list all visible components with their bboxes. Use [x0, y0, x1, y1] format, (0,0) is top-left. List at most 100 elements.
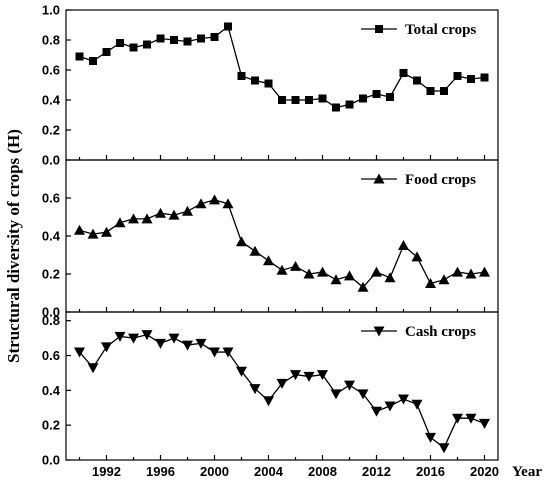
- y-tick-label: 0.4: [42, 93, 61, 108]
- y-tick-label: 0.0: [42, 453, 60, 468]
- data-point: [116, 39, 124, 47]
- data-point: [317, 266, 328, 277]
- data-point: [141, 213, 153, 224]
- data-point: [398, 394, 409, 405]
- data-point: [305, 96, 313, 104]
- data-point: [425, 278, 436, 288]
- data-point: [168, 209, 180, 220]
- y-tick-label: 0.2: [42, 267, 60, 282]
- x-tick-label: 1992: [92, 464, 121, 479]
- data-point: [114, 331, 126, 342]
- series-line: [79, 333, 485, 449]
- panel-cash-crops: 0.0 0.2 0.4 0.6 0.8 Cash crops: [42, 311, 499, 468]
- data-point: [237, 72, 246, 80]
- data-point: [209, 347, 220, 358]
- data-point: [222, 347, 234, 358]
- data-point: [357, 281, 369, 292]
- x-axis-label: Year: [512, 464, 542, 480]
- y-axis-label: Structural diversity of crops (H): [4, 129, 23, 363]
- data-point: [332, 103, 340, 112]
- x-tick-label: 2000: [200, 464, 229, 479]
- data-point: [155, 338, 166, 349]
- data-point: [209, 194, 220, 205]
- data-point: [249, 384, 261, 395]
- data-point: [236, 236, 247, 247]
- x-tick-label: 2020: [470, 464, 499, 479]
- data-point: [264, 79, 273, 88]
- y-tick-label: 0.0: [42, 153, 60, 168]
- data-point: [479, 266, 490, 277]
- data-point: [170, 36, 178, 44]
- data-point: [440, 87, 448, 95]
- data-point: [263, 255, 274, 266]
- legend-label: Total crops: [405, 22, 476, 38]
- data-point: [398, 240, 409, 250]
- data-point: [344, 270, 355, 281]
- data-point: [210, 33, 219, 41]
- data-point: [182, 205, 193, 216]
- data-point: [465, 413, 477, 424]
- data-point: [318, 94, 327, 103]
- y-tick-label: 0.0: [42, 305, 60, 320]
- y-tick-label: 0.4: [42, 383, 61, 398]
- data-point: [438, 443, 450, 454]
- data-point: [452, 266, 463, 277]
- data-point: [438, 274, 450, 285]
- data-point: [156, 34, 165, 43]
- x-tick-label: 2012: [362, 464, 391, 479]
- data-point: [89, 57, 97, 65]
- y-tick-label: 0.4: [42, 229, 61, 244]
- data-point: [357, 389, 369, 400]
- data-point: [276, 378, 288, 389]
- data-point: [128, 333, 139, 344]
- x-tick-label: 2008: [308, 464, 337, 479]
- data-point: [155, 207, 166, 218]
- data-point: [330, 389, 342, 400]
- data-point: [480, 73, 489, 82]
- data-point: [87, 228, 99, 239]
- data-point: [344, 380, 355, 391]
- data-point: [75, 52, 84, 61]
- x-tick-label: 2016: [416, 464, 445, 479]
- data-point: [251, 76, 259, 85]
- data-point: [168, 333, 180, 344]
- y-tick-label: 0.6: [42, 191, 60, 206]
- data-point: [128, 213, 139, 224]
- data-point: [426, 87, 435, 95]
- legend-marker: [375, 25, 383, 33]
- y-tick-label: 0.6: [42, 63, 60, 78]
- data-point: [102, 48, 111, 56]
- data-point: [317, 370, 328, 381]
- data-point: [195, 198, 207, 209]
- series-line: [79, 25, 485, 109]
- data-point: [263, 396, 274, 407]
- data-point: [290, 260, 301, 271]
- data-point: [303, 371, 315, 382]
- data-point: [224, 22, 232, 31]
- data-point: [345, 100, 354, 109]
- data-point: [290, 370, 301, 381]
- data-point: [371, 406, 382, 417]
- data-point: [386, 93, 394, 101]
- data-point: [143, 40, 151, 49]
- data-point: [453, 72, 462, 80]
- y-tick-label: 0.2: [42, 123, 60, 138]
- legend-marker: [373, 173, 385, 184]
- y-tick-label: 0.8: [42, 33, 60, 48]
- data-point: [467, 75, 475, 83]
- data-point: [371, 266, 382, 277]
- data-point: [101, 226, 112, 237]
- y-tick-label: 0.6: [42, 348, 60, 363]
- data-point: [411, 251, 423, 262]
- data-point: [399, 69, 408, 77]
- data-point: [384, 272, 396, 283]
- data-point: [129, 43, 138, 52]
- data-point: [278, 96, 286, 104]
- data-point: [452, 413, 463, 424]
- data-point: [425, 432, 436, 443]
- data-point: [372, 90, 381, 98]
- data-point: [141, 330, 153, 341]
- legend-label: Food crops: [405, 172, 476, 188]
- data-point: [359, 94, 367, 103]
